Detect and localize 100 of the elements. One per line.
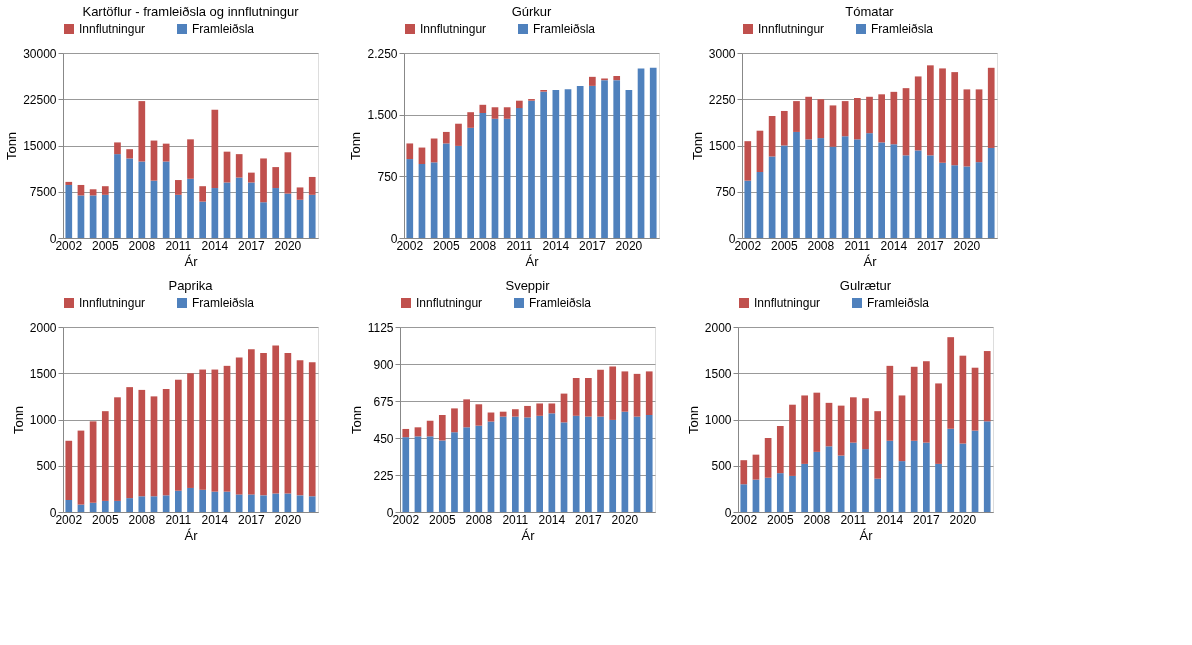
bar xyxy=(805,96,812,140)
x-tick-label: 2014 xyxy=(876,512,904,527)
bar xyxy=(248,172,255,183)
bar xyxy=(272,345,280,494)
bar xyxy=(890,91,898,145)
y-tick-label: 2250 xyxy=(708,92,736,107)
x-tick-label: 2014 xyxy=(538,512,566,527)
x-tick-label: 2005 xyxy=(432,238,460,253)
bar xyxy=(174,379,182,491)
x-tick-label: 2020 xyxy=(611,512,639,527)
bar xyxy=(174,180,182,195)
x-tick-label: 2011 xyxy=(506,238,533,253)
bar xyxy=(597,416,604,512)
bar xyxy=(649,67,657,238)
y-tick-label: 0 xyxy=(49,231,57,246)
x-tick-label: 2005 xyxy=(770,238,798,253)
bar xyxy=(101,500,109,512)
bar xyxy=(609,419,617,512)
bar xyxy=(898,461,906,512)
bar xyxy=(235,154,243,178)
bar xyxy=(475,404,483,426)
y-tick-label: 2000 xyxy=(29,320,57,335)
bar xyxy=(503,107,511,119)
legend-label: Framleiðsla xyxy=(192,22,255,36)
bar xyxy=(438,440,446,512)
x-tick-label: 2008 xyxy=(803,512,831,527)
bar xyxy=(548,413,556,512)
x-tick-label: 2014 xyxy=(201,512,229,527)
chart-title: Gulrætur xyxy=(839,278,892,293)
bar xyxy=(187,139,194,179)
bar xyxy=(308,362,316,497)
bar xyxy=(886,365,894,441)
x-tick-label: 2017 xyxy=(913,512,941,527)
bar xyxy=(499,416,507,512)
bar xyxy=(886,440,894,512)
x-tick-label: 2005 xyxy=(91,512,119,527)
bar xyxy=(801,395,808,464)
legend-label: Innflutningur xyxy=(79,296,146,310)
x-tick-label: 2017 xyxy=(238,512,266,527)
x-tick-label: 2017 xyxy=(575,512,603,527)
bar xyxy=(211,188,219,238)
bar xyxy=(536,403,544,416)
bar xyxy=(793,101,800,132)
bar xyxy=(451,432,458,512)
x-tick-label: 2008 xyxy=(469,238,497,253)
legend-label: Innflutningur xyxy=(754,296,821,310)
x-tick-label: 2020 xyxy=(949,512,977,527)
bar xyxy=(740,460,748,485)
bar xyxy=(467,127,474,238)
bar xyxy=(601,80,608,238)
bar xyxy=(878,94,886,143)
bar xyxy=(910,366,918,441)
bar xyxy=(609,366,617,420)
bar xyxy=(764,438,772,478)
bar xyxy=(223,151,231,183)
bar xyxy=(947,428,955,512)
bar xyxy=(805,139,812,238)
bar xyxy=(475,425,483,512)
x-tick-label: 2020 xyxy=(274,512,302,527)
bar xyxy=(987,67,995,148)
bar xyxy=(935,463,942,512)
y-tick-label: 1.500 xyxy=(367,108,398,123)
y-axis-title: Tonn xyxy=(4,131,20,161)
bar xyxy=(560,422,568,512)
bar xyxy=(77,195,85,238)
y-tick-label: 3000 xyxy=(708,46,736,61)
bar xyxy=(923,442,930,512)
y-tick-label: 1125 xyxy=(367,320,394,335)
bar xyxy=(951,165,959,238)
bar xyxy=(77,430,85,505)
bar xyxy=(849,397,857,443)
bar xyxy=(572,377,580,416)
bar xyxy=(455,145,462,238)
x-axis-title: Ár xyxy=(521,527,536,543)
chart-title: Sveppir xyxy=(505,278,551,293)
bar xyxy=(138,496,146,512)
x-axis-title: Ár xyxy=(863,253,878,269)
bar xyxy=(101,186,109,195)
bar xyxy=(463,427,470,512)
bar xyxy=(890,144,898,238)
bar xyxy=(939,162,946,238)
bar xyxy=(479,104,487,114)
y-tick-label: 1500 xyxy=(29,366,57,381)
y-tick-label: 1000 xyxy=(29,413,57,427)
bar xyxy=(308,176,316,195)
y-axis-title: Tonn xyxy=(348,131,364,161)
bar xyxy=(442,143,450,238)
x-tick-label: 2011 xyxy=(844,238,871,253)
bar xyxy=(825,446,833,512)
bar xyxy=(284,352,292,494)
bar xyxy=(174,490,182,512)
bar xyxy=(540,91,548,238)
bar xyxy=(479,113,487,238)
bar xyxy=(101,411,109,501)
bar xyxy=(463,399,470,428)
y-axis-title: Tonn xyxy=(689,131,705,161)
x-tick-label: 2005 xyxy=(428,512,456,527)
bar xyxy=(451,408,458,433)
bar xyxy=(114,154,121,238)
x-tick-label: 2002 xyxy=(396,238,424,253)
